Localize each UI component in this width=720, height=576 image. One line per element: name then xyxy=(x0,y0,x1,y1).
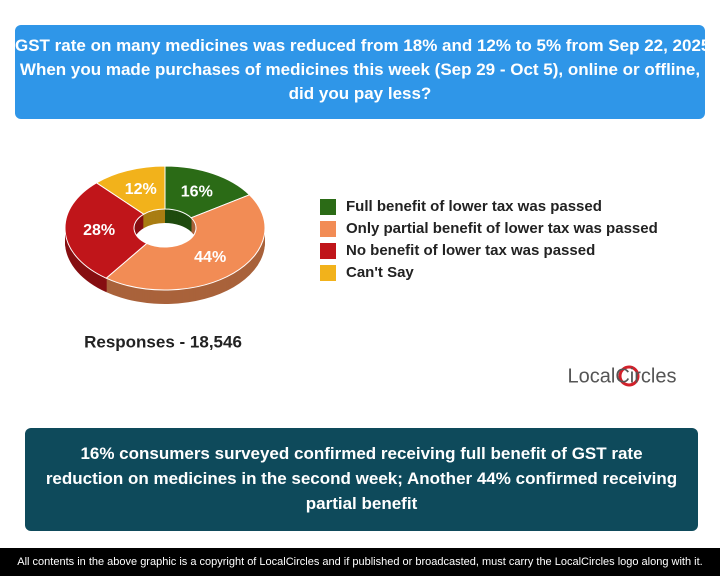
footer: All contents in the above graphic is a c… xyxy=(0,548,720,576)
question-box: GST rate on many medicines was reduced f… xyxy=(15,25,716,119)
logo-mark xyxy=(618,365,640,387)
slice xyxy=(164,165,251,219)
value-label: 28% xyxy=(83,222,115,239)
legend-label: Can't Say xyxy=(346,264,414,281)
logo: LocalCircles xyxy=(568,365,677,387)
responses: Responses - 18,546 xyxy=(84,332,242,351)
slice xyxy=(105,194,266,291)
legend-label: Only partial benefit of lower tax was pa… xyxy=(346,220,658,237)
title-line: When you made purchases of medicines thi… xyxy=(19,60,701,79)
value-label: 44% xyxy=(194,249,226,266)
legend-swatch xyxy=(320,265,336,281)
title-line: GST rate on many medicines was reduced f… xyxy=(15,36,716,55)
legend-label: Full benefit of lower tax was passed xyxy=(346,198,602,215)
legend-label: No benefit of lower tax was passed xyxy=(346,242,595,259)
legend-swatch xyxy=(320,221,336,237)
chart: Responses - 18,546 LocalCircles 16% 44% 28… xyxy=(64,165,677,387)
legend-swatch xyxy=(320,199,336,215)
title-line: did you pay less? xyxy=(288,84,432,103)
value-label: 12% xyxy=(125,181,157,198)
slice xyxy=(95,165,166,215)
slice xyxy=(64,182,148,279)
value-label: 16% xyxy=(181,183,213,200)
legend-swatch xyxy=(320,243,336,259)
conclusion: 16% consumers surveyed confirmed receivi… xyxy=(25,428,698,531)
